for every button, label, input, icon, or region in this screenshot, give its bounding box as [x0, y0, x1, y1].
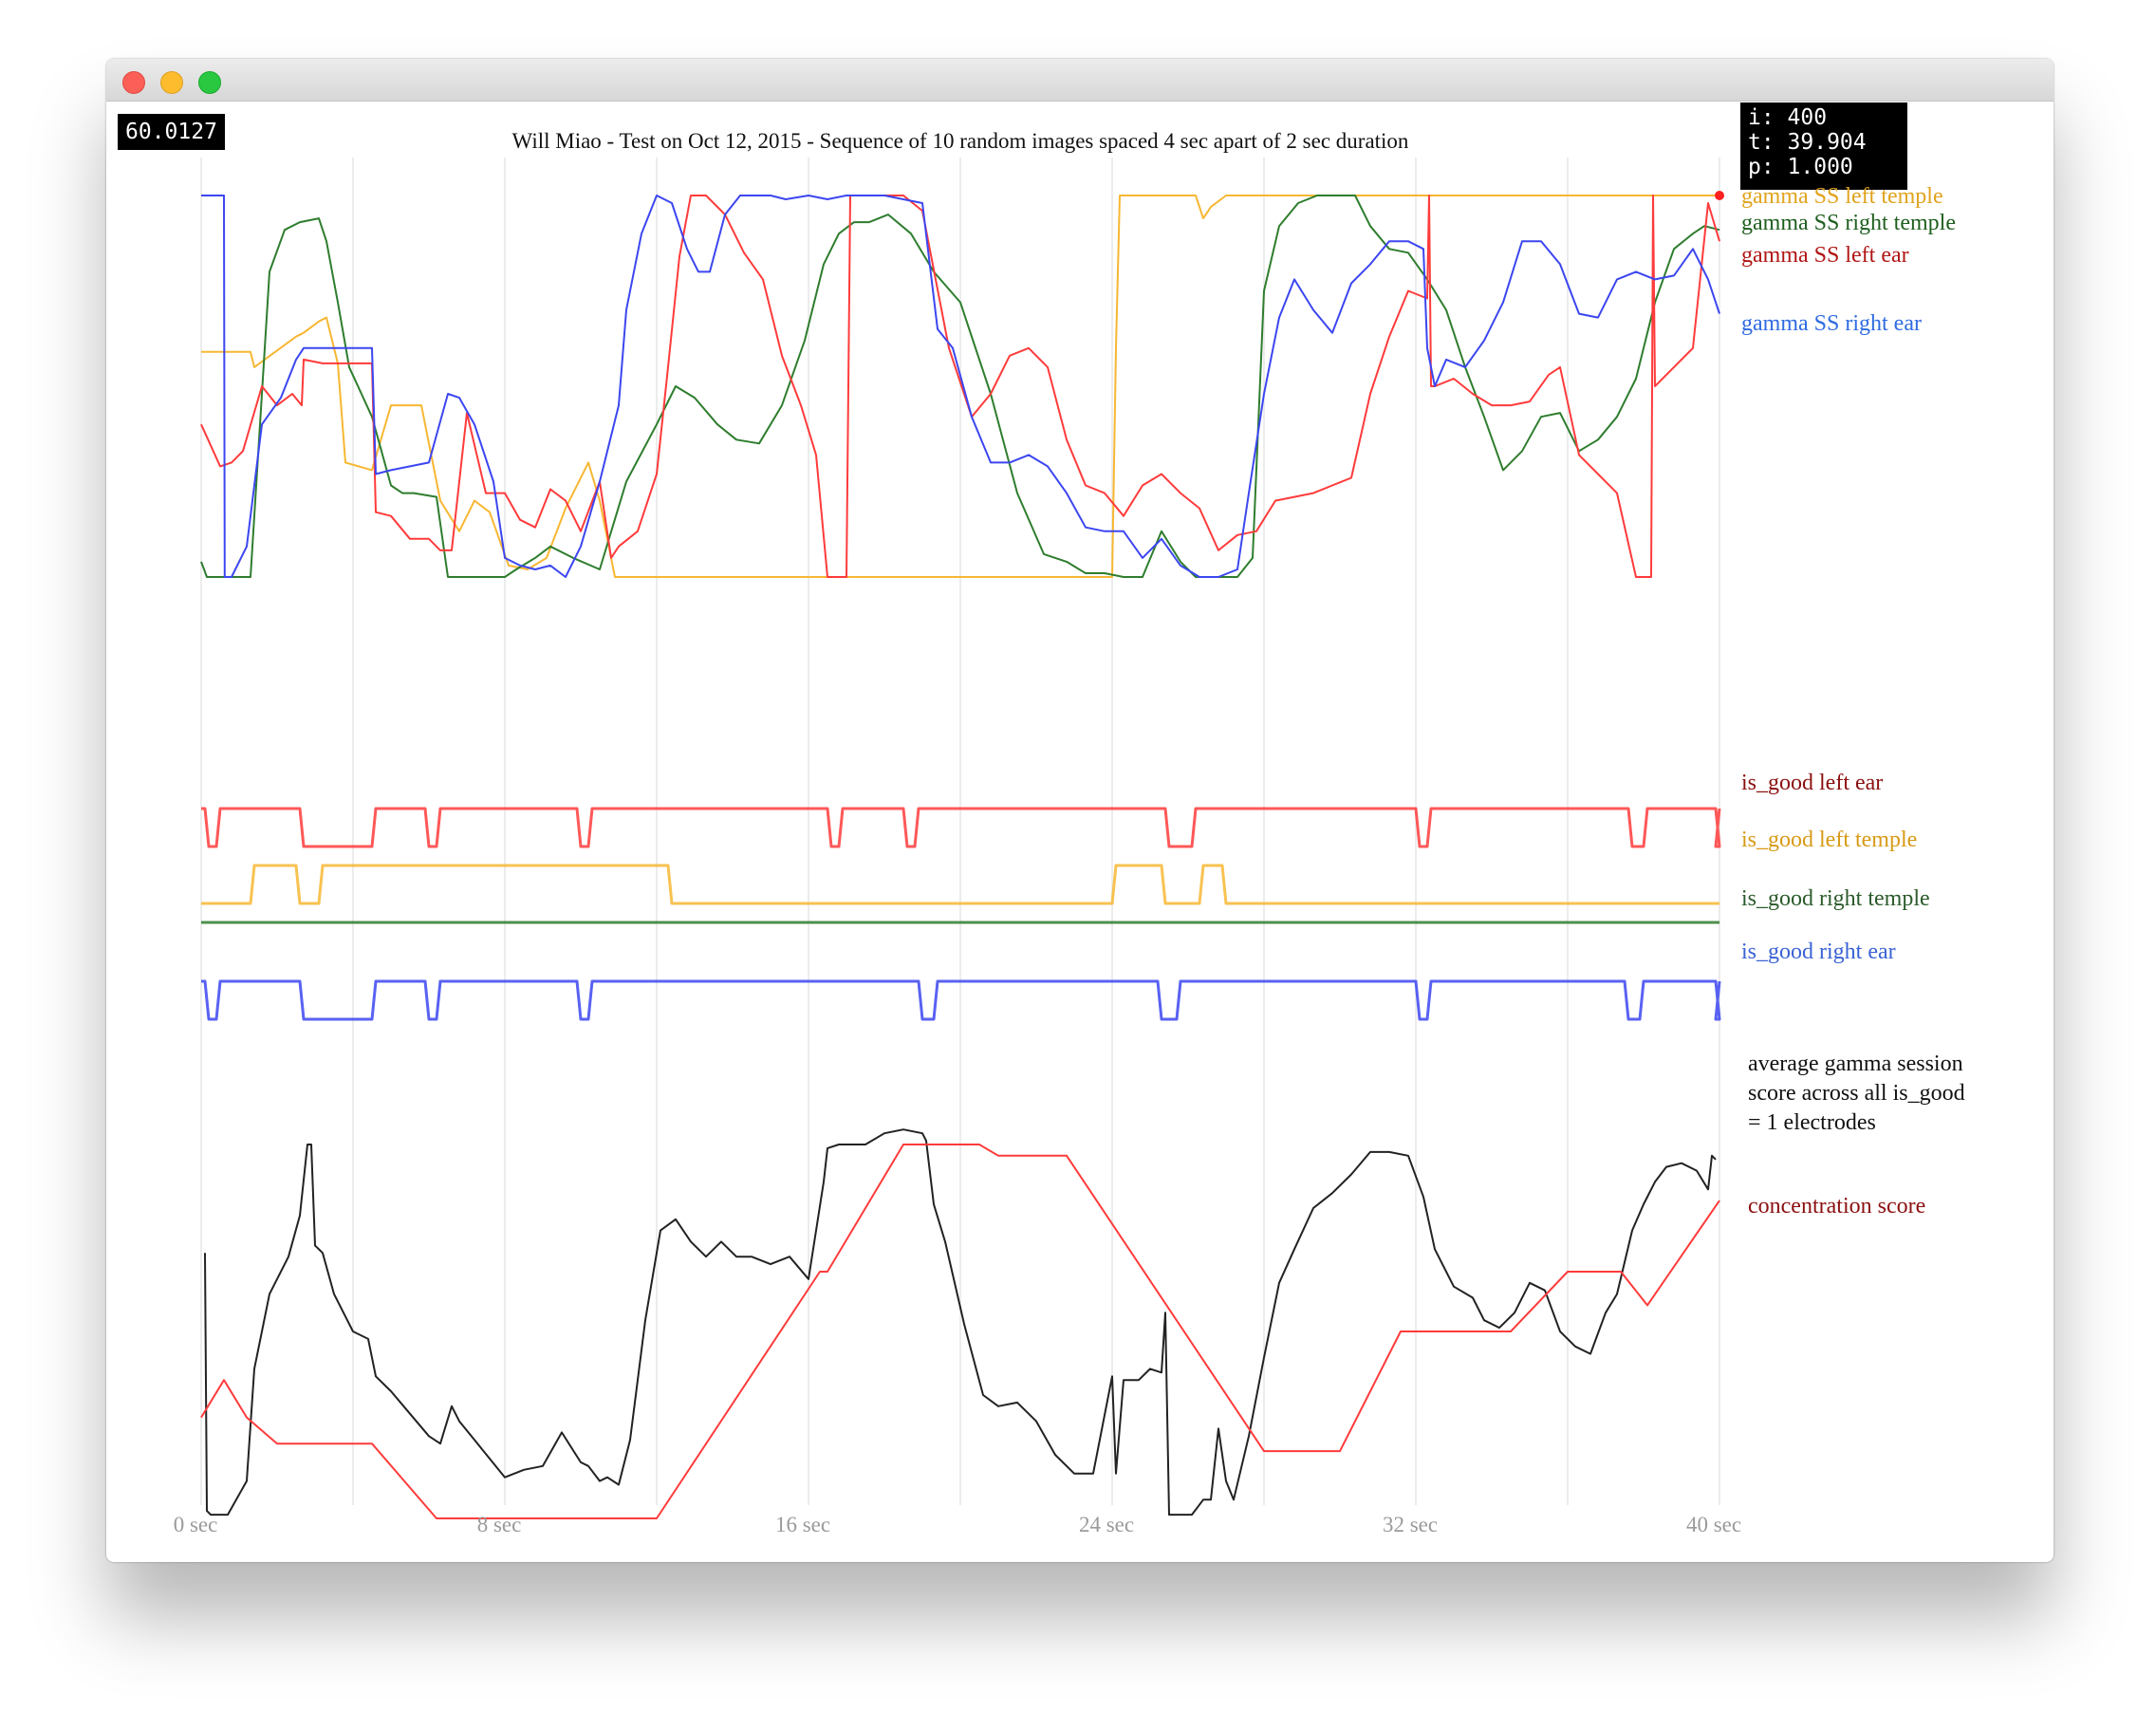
chart-title: Will Miao - Test on Oct 12, 2015 - Seque…	[511, 129, 1409, 153]
legend-gamma-ss-right-ear: gamma SS right ear	[1741, 311, 1922, 336]
x-tick-label: 0 sec	[173, 1513, 218, 1536]
series-gamma-ss-right-ear	[201, 195, 1720, 578]
legend-concentration-score: concentration score	[1748, 1194, 1926, 1219]
legend-is-good-right-ear: is_good right ear	[1741, 940, 1896, 964]
minimize-window-button[interactable]	[160, 71, 183, 94]
series-is-good-left-ear	[201, 807, 1721, 848]
current-position-marker	[1715, 191, 1724, 200]
legend-average-gamma: average gamma session score across all i…	[1748, 1051, 1965, 1135]
app-window: 60.0127 Will Miao - Test on Oct 12, 2015…	[106, 59, 2054, 1562]
series-gamma-ss-right-temple	[200, 195, 1720, 578]
legend-is-good-left-ear: is_good left ear	[1741, 771, 1884, 795]
series-concentration-score	[200, 1144, 1720, 1519]
info-t: t: 39.904	[1748, 130, 1867, 155]
x-tick-label: 32 sec	[1382, 1513, 1439, 1536]
chart-svg	[200, 158, 1724, 1519]
series-gamma-ss-left-temple	[201, 195, 1719, 578]
x-tick-label: 16 sec	[774, 1513, 831, 1536]
close-window-button[interactable]	[122, 71, 145, 94]
zoom-window-button[interactable]	[198, 71, 221, 94]
sketch-canvas: 60.0127 Will Miao - Test on Oct 12, 2015…	[106, 101, 2054, 1562]
legend-is-good-left-temple: is_good left temple	[1741, 828, 1918, 852]
legend-gamma-ss-right-temple: gamma SS right temple	[1741, 211, 1956, 235]
legend-gamma-ss-left-ear: gamma SS left ear	[1741, 243, 1909, 268]
x-tick-label: 24 sec	[1078, 1513, 1135, 1536]
series-is-good-left-temple	[201, 864, 1719, 905]
fps-readout: 60.0127	[118, 114, 225, 150]
x-tick-label: 8 sec	[476, 1513, 522, 1536]
legend-is-good-right-temple: is_good right temple	[1741, 886, 1930, 911]
info-i: i: 400	[1748, 105, 1828, 130]
series-gamma-ss-left-ear	[200, 195, 1720, 578]
x-tick-label: 40 sec	[1685, 1513, 1742, 1536]
title-bar	[106, 59, 2054, 102]
series-average-gamma-session-score-across-all-is-good-1-electrodes	[204, 1128, 1717, 1517]
series-is-good-right-ear	[201, 979, 1721, 1021]
info-readout: i: 400 t: 39.904 p: 1.000	[1740, 102, 1907, 190]
info-p: p: 1.000	[1748, 155, 1853, 179]
legend-gamma-ss-left-temple: gamma SS left temple	[1741, 184, 1943, 209]
